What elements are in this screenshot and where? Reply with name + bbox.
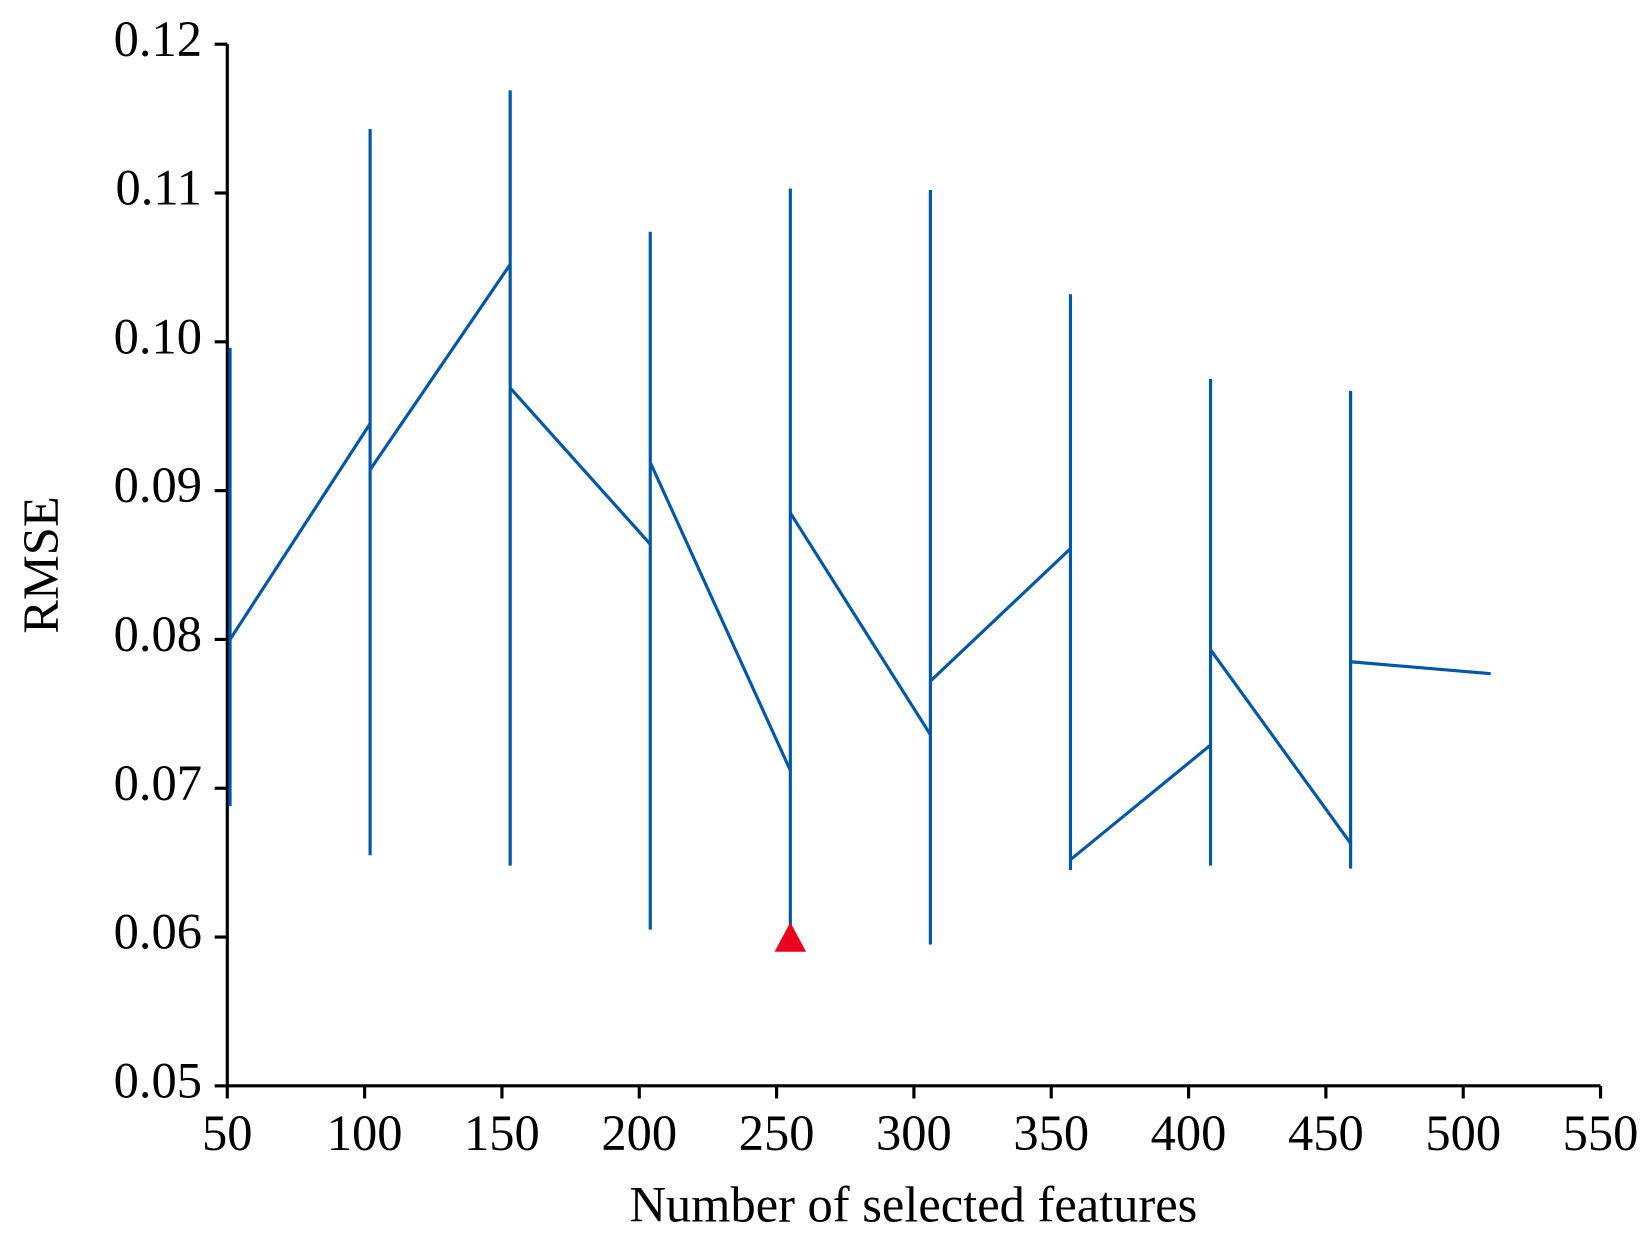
y-axis-label: RMSE xyxy=(13,496,69,634)
line-segment xyxy=(788,512,932,736)
line-segment xyxy=(1209,648,1352,845)
x-tick-label: 50 xyxy=(202,1105,253,1161)
x-tick-label: 150 xyxy=(464,1105,540,1161)
line-segment xyxy=(648,461,792,772)
x-tick-label: 100 xyxy=(327,1105,403,1161)
y-tick-label: 0.07 xyxy=(114,755,202,811)
x-tick-label: 400 xyxy=(1151,1105,1227,1161)
x-tick-label: 500 xyxy=(1425,1105,1501,1161)
line-segment xyxy=(228,422,372,641)
y-tick-label: 0.11 xyxy=(116,160,203,216)
x-tick-label: 300 xyxy=(876,1105,952,1161)
line-segment xyxy=(1350,660,1491,676)
x-axis-label: Number of selected features xyxy=(629,1177,1197,1233)
x-tick-label: 350 xyxy=(1013,1105,1089,1161)
x-tick-label: 250 xyxy=(739,1105,815,1161)
best-marker xyxy=(774,922,807,952)
line-segment xyxy=(1069,743,1212,861)
line-segment xyxy=(929,547,1072,683)
y-tick-label: 0.09 xyxy=(114,457,202,513)
line-segment xyxy=(368,263,512,471)
y-tick-label: 0.05 xyxy=(114,1052,202,1108)
y-tick-label: 0.12 xyxy=(114,11,202,67)
y-tick-label: 0.10 xyxy=(114,308,202,364)
y-tick-label: 0.06 xyxy=(114,904,202,960)
y-tick-label: 0.08 xyxy=(114,606,202,662)
x-tick-label: 550 xyxy=(1563,1105,1639,1161)
x-tick-label: 200 xyxy=(601,1105,677,1161)
x-tick-label: 450 xyxy=(1288,1105,1364,1161)
line-segment xyxy=(509,386,652,546)
